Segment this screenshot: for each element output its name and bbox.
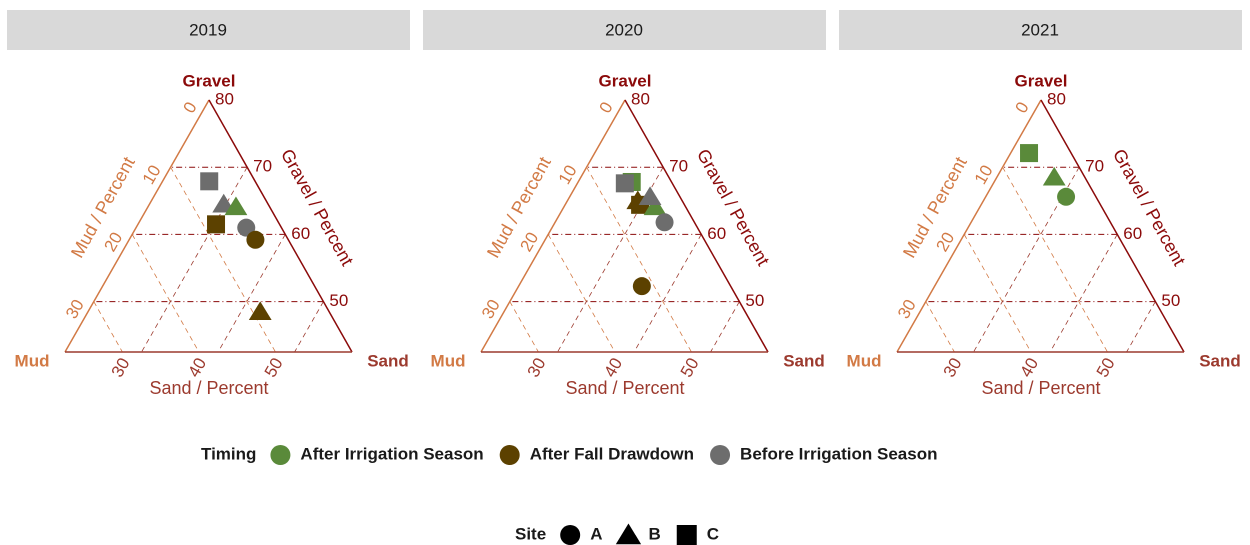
marker (1057, 187, 1076, 206)
gravel-axis (208, 99, 353, 353)
panel-title: 2019 (189, 20, 227, 39)
sand-tick-label: 40 (600, 355, 626, 381)
marker (632, 277, 651, 296)
gravel-tick-label: 50 (329, 291, 348, 310)
grid-line (710, 301, 740, 353)
legend-label: C (707, 524, 719, 543)
vertex-label: Gravel (183, 71, 236, 90)
grid-line (1049, 234, 1118, 353)
strip (7, 10, 410, 50)
legend-key (676, 525, 697, 545)
legend-key (560, 525, 581, 545)
grid-line (1126, 301, 1156, 353)
axis-title: Sand / Percent (981, 378, 1100, 398)
grid-line (170, 167, 276, 353)
legend-label: A (590, 524, 602, 543)
grid-line (93, 301, 123, 353)
gravel-tick-label: 60 (707, 224, 726, 243)
gravel-tick-label: 80 (631, 89, 650, 108)
gravel-axis (1040, 99, 1185, 353)
vertex-label: Sand (1199, 351, 1241, 370)
grid-line (1002, 167, 1108, 353)
mud-tick-label: 0 (180, 99, 201, 117)
vertex-label: Mud (431, 351, 466, 370)
legend-label: B (648, 524, 660, 543)
marker (1042, 166, 1066, 186)
vertex-label: Gravel (599, 71, 652, 90)
legend-title: Timing (201, 444, 256, 463)
marker (224, 196, 248, 216)
marker (1020, 144, 1039, 163)
axis-title: Sand / Percent (565, 378, 684, 398)
mud-axis (64, 99, 210, 353)
vertex-label: Gravel (1015, 71, 1068, 90)
grid-line (141, 167, 248, 353)
marker (207, 215, 226, 234)
legend-key (270, 445, 291, 465)
mud-tick-label: 0 (1012, 99, 1033, 117)
strip (423, 10, 826, 50)
marker (655, 213, 674, 232)
gravel-tick-label: 60 (291, 224, 310, 243)
vertex-label: Mud (15, 351, 50, 370)
legend-key (710, 445, 731, 465)
gravel-tick-label: 50 (1161, 291, 1180, 310)
axis-title: Gravel / Percent (1109, 146, 1190, 269)
mud-axis (480, 99, 626, 353)
legend-label: After Fall Drawdown (530, 444, 694, 463)
gravel-tick-label: 80 (1047, 89, 1066, 108)
mud-tick-label: 0 (596, 99, 617, 117)
gravel-tick-label: 70 (253, 157, 272, 176)
sand-tick-label: 50 (1093, 355, 1119, 381)
sand-tick-label: 30 (524, 355, 550, 381)
vertex-label: Sand (783, 351, 825, 370)
legend-key (615, 523, 642, 545)
panel-title: 2020 (605, 20, 643, 39)
grid-line (217, 234, 286, 353)
grid-line (633, 234, 702, 353)
vertex-label: Sand (367, 351, 409, 370)
grid-line (963, 234, 1032, 353)
sand-tick-label: 30 (108, 355, 134, 381)
grid-line (925, 301, 955, 353)
grid-line (131, 234, 200, 353)
legend-label: Before Irrigation Season (740, 444, 937, 463)
strip (839, 10, 1242, 50)
sand-tick-label: 40 (1016, 355, 1042, 381)
marker (615, 174, 634, 193)
gravel-tick-label: 50 (745, 291, 764, 310)
grid-line (294, 301, 324, 353)
marker (643, 196, 667, 216)
sand-tick-label: 40 (184, 355, 210, 381)
gravel-tick-label: 80 (215, 89, 234, 108)
legend-title: Site (515, 524, 546, 543)
gravel-tick-label: 70 (669, 157, 688, 176)
panel-title: 2021 (1021, 20, 1059, 39)
axis-title: Sand / Percent (149, 378, 268, 398)
grid-line (547, 234, 616, 353)
marker (248, 301, 272, 320)
grid-line (509, 301, 539, 353)
sand-tick-label: 30 (940, 355, 966, 381)
legend-key (499, 445, 520, 465)
marker (246, 230, 265, 249)
gravel-axis (624, 99, 769, 353)
vertex-label: Mud (847, 351, 882, 370)
marker (200, 172, 219, 191)
marker (638, 186, 662, 206)
sand-tick-label: 50 (677, 355, 703, 381)
mud-axis (896, 99, 1042, 353)
axis-title: Gravel / Percent (277, 146, 358, 269)
axis-title: Gravel / Percent (693, 146, 774, 269)
sand-tick-label: 50 (261, 355, 287, 381)
gravel-tick-label: 60 (1123, 224, 1142, 243)
legend-label: After Irrigation Season (300, 444, 483, 463)
gravel-tick-label: 70 (1085, 157, 1104, 176)
